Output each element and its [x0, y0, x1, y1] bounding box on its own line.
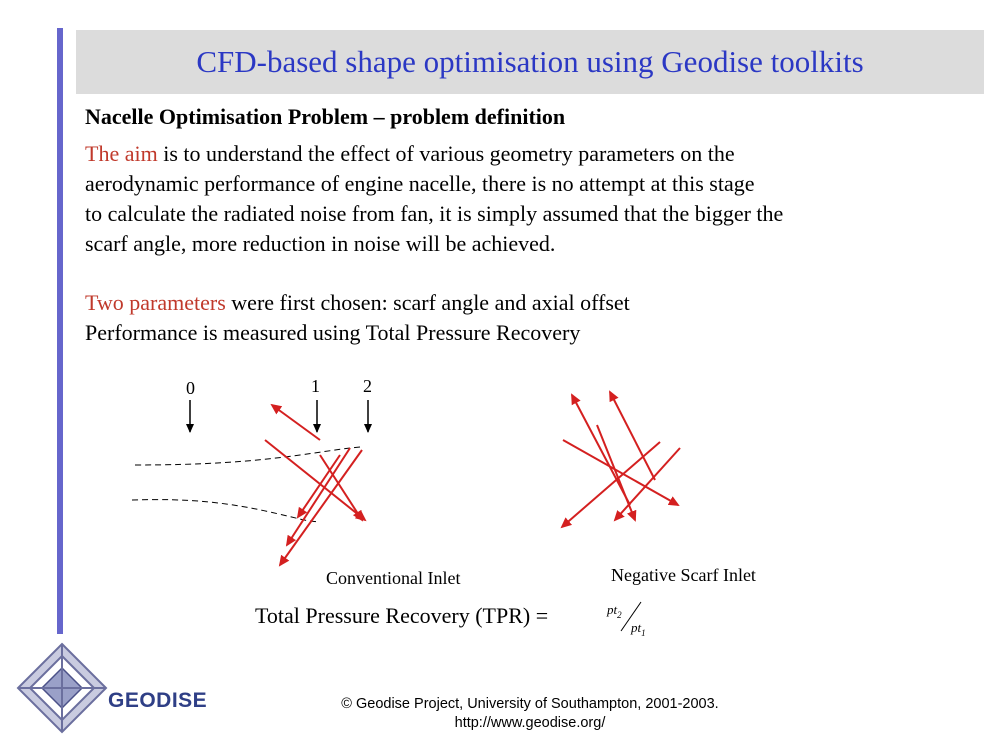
conv-arrow-1: [270, 403, 321, 441]
neg-arrow-2: [609, 390, 656, 481]
fraction-numerator: pt2: [606, 602, 622, 620]
neg-arrow-3: [562, 439, 680, 506]
footer-copyright: © Geodise Project, University of Southam…: [341, 696, 719, 712]
conventional-inlet-arrows: [264, 403, 367, 567]
aim-highlight: The aim: [85, 141, 158, 166]
parameters-paragraph: Two parameters were first chosen: scarf …: [85, 288, 630, 348]
aim-line-1-rest: is to understand the effect of various g…: [157, 141, 735, 166]
left-accent-bar: [57, 28, 63, 634]
aim-line-4: scarf angle, more reduction in noise wil…: [85, 231, 556, 256]
geodise-logo-text: GEODISE: [108, 689, 208, 712]
slide-title: CFD-based shape optimisation using Geodi…: [196, 44, 864, 79]
station-label-0: 0: [186, 378, 195, 398]
params-line-1: Two parameters were first chosen: scarf …: [85, 288, 630, 318]
footer-url-link[interactable]: http://www.geodise.org/: [454, 715, 606, 731]
negative-scarf-inlet-arrows: [560, 390, 681, 529]
negative-scarf-inlet-label: Negative Scarf Inlet: [611, 565, 756, 585]
params-line-1-rest: were first chosen: scarf angle and axial…: [225, 290, 630, 315]
geodise-diamond-logo-icon: [16, 642, 108, 734]
fraction-slash: [620, 601, 642, 632]
conv-arrow-2: [264, 439, 367, 522]
station-label-2: 2: [363, 376, 372, 396]
streamline-lower: [131, 499, 321, 523]
title-band: [76, 30, 984, 94]
neg-arrow-1: [571, 393, 631, 506]
aim-paragraph: The aim is to understand the effect of v…: [85, 139, 783, 259]
inlet-diagram: 0 1 2 Conventional Inlet Negative Scarf …: [131, 376, 756, 588]
section-heading: Nacelle Optimisation Problem – problem d…: [85, 104, 566, 129]
footer: © Geodise Project, University of Southam…: [300, 695, 760, 733]
neg-arrow-6: [596, 424, 637, 522]
neg-arrow-5: [560, 441, 661, 529]
conv-arrow-6: [278, 449, 363, 567]
station-label-1: 1: [311, 376, 320, 396]
neg-arrow-4: [613, 447, 681, 522]
aim-line-1: The aim is to understand the effect of v…: [85, 139, 783, 169]
conv-arrow-5: [319, 454, 364, 522]
params-highlight: Two parameters: [85, 290, 226, 315]
aim-line-2: aerodynamic performance of engine nacell…: [85, 171, 755, 196]
aim-line-3: to calculate the radiated noise from fan…: [85, 201, 784, 226]
params-line-2: Performance is measured using Total Pres…: [85, 320, 581, 345]
streamline-upper: [134, 446, 361, 466]
conventional-inlet-label: Conventional Inlet: [326, 568, 460, 588]
conv-arrow-3: [296, 454, 341, 519]
conv-arrow-4: [285, 447, 351, 547]
fraction-denominator: pt1: [630, 620, 646, 638]
tpr-fraction: pt2 pt1: [606, 601, 646, 638]
tpr-formula-text: Total Pressure Recovery (TPR) =: [255, 603, 549, 628]
